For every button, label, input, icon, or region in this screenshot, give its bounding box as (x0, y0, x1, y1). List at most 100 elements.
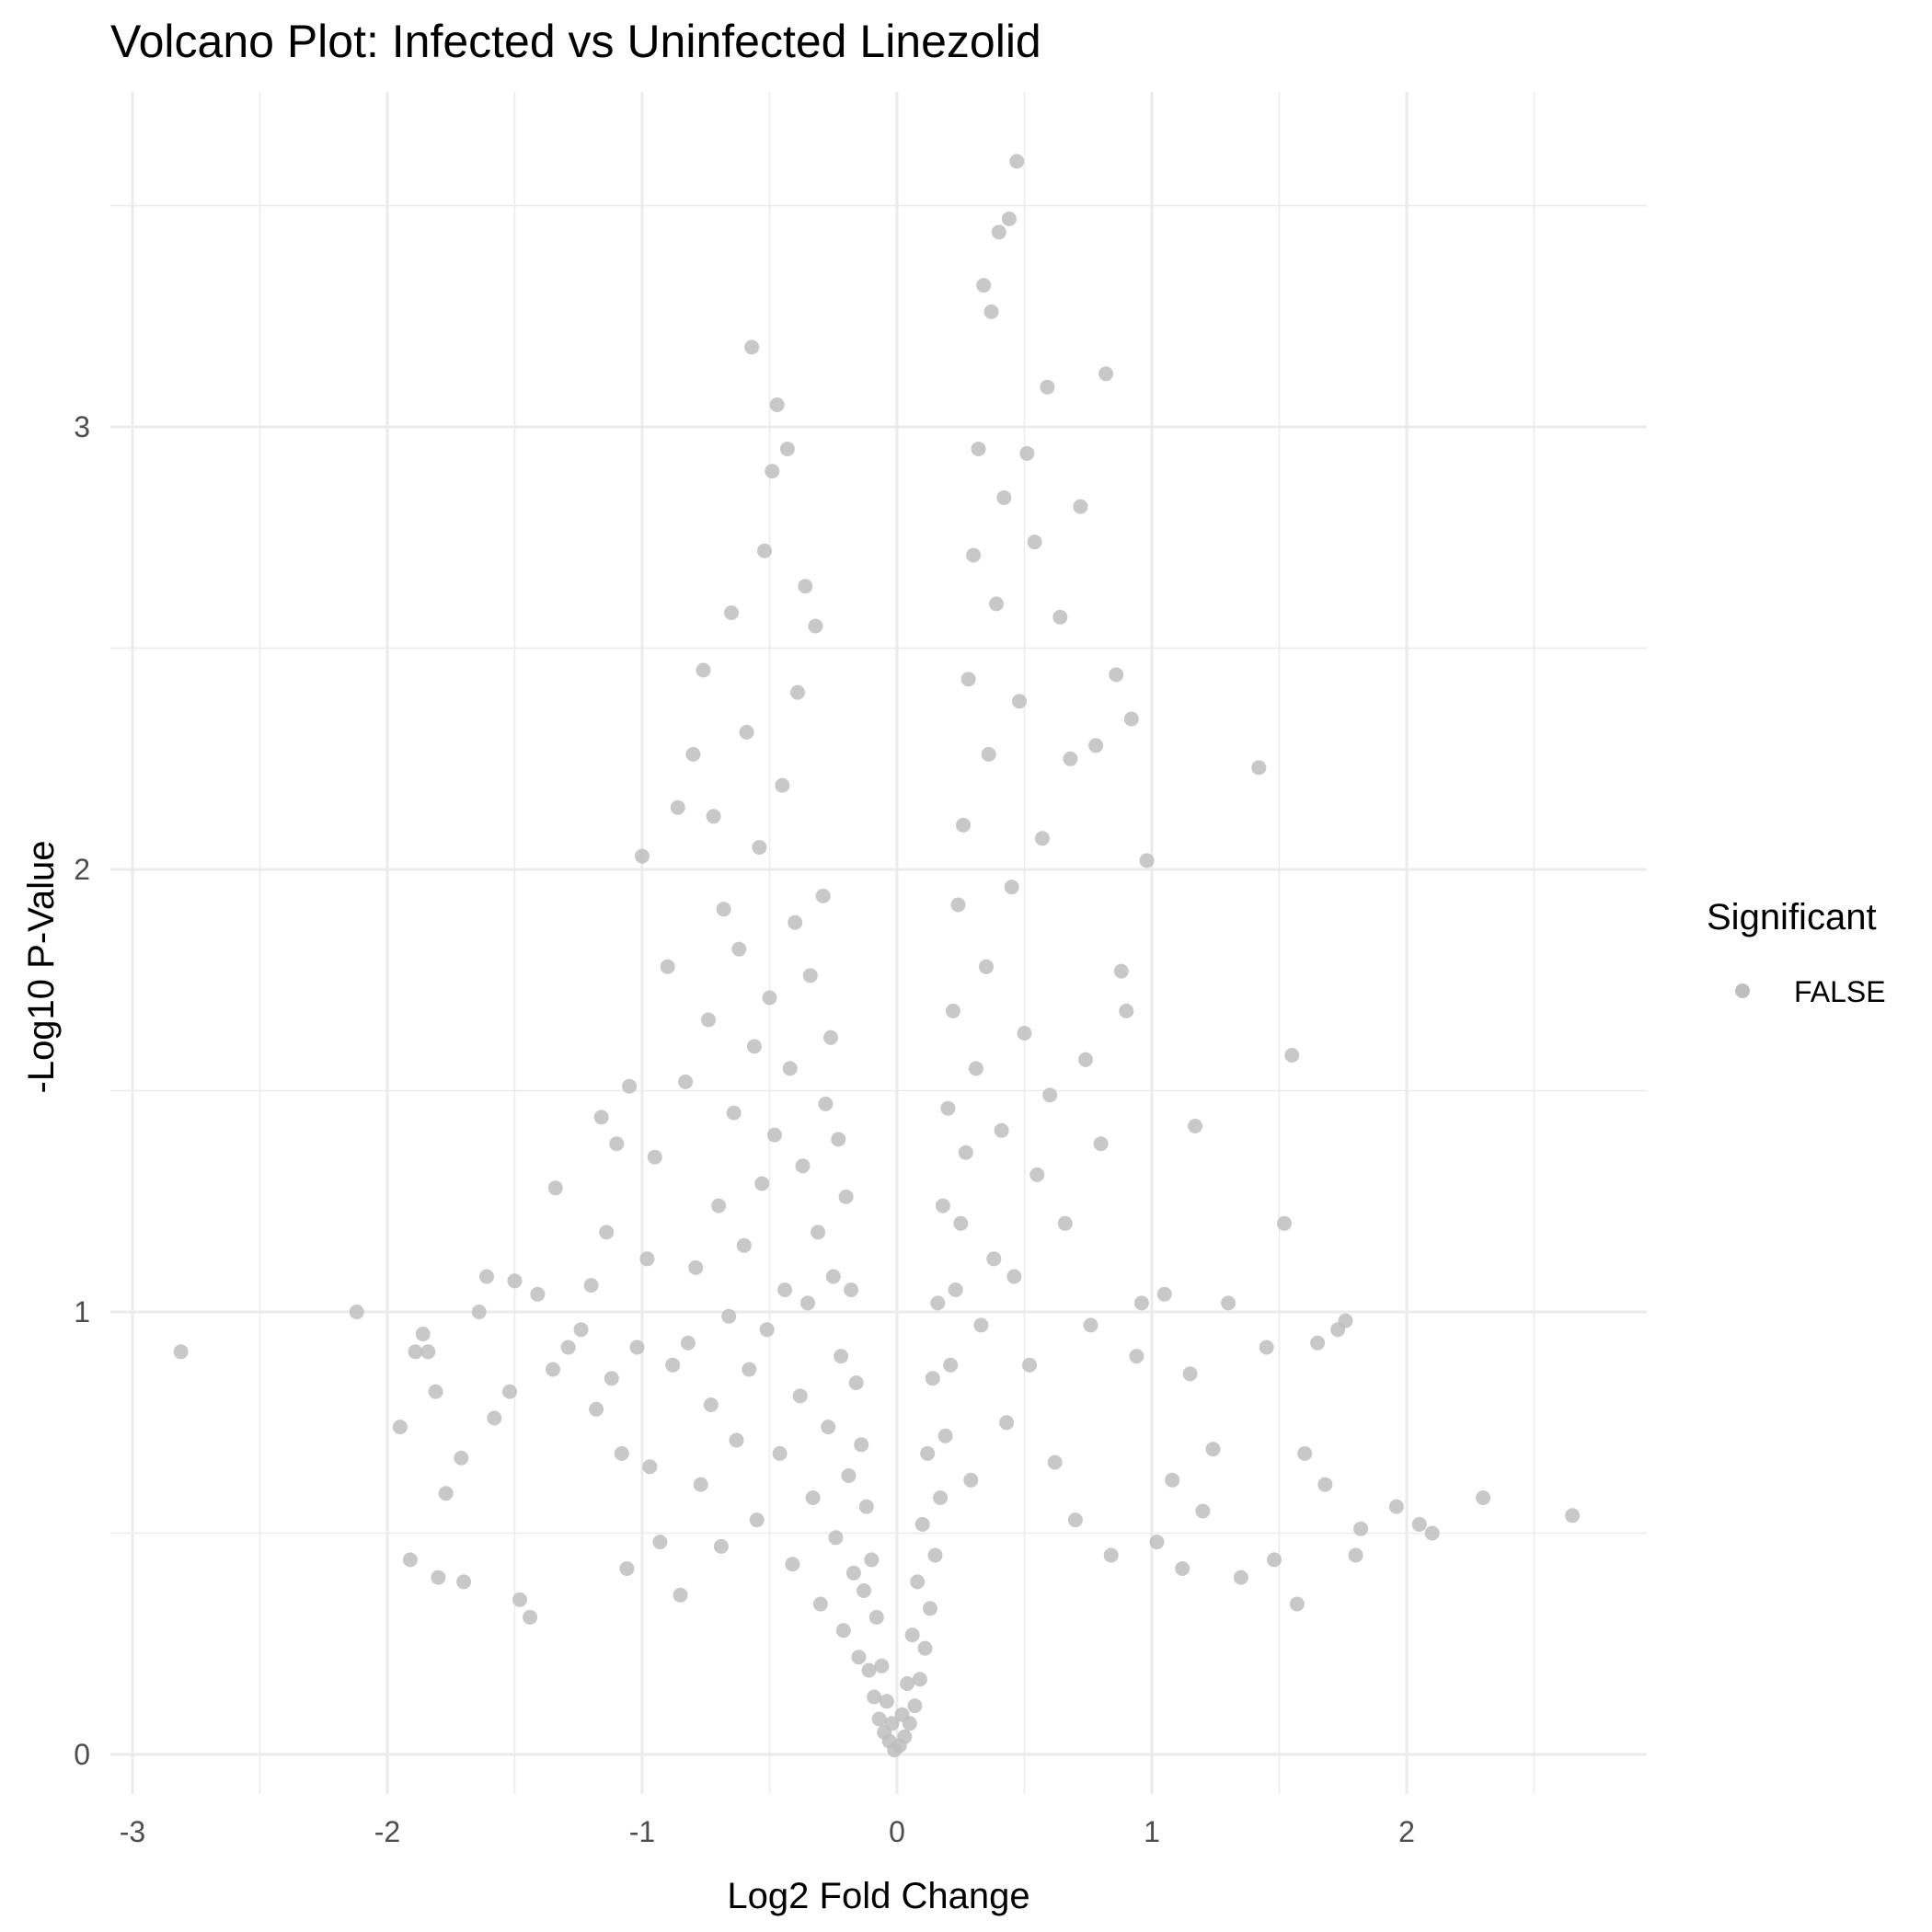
data-point (693, 1477, 708, 1492)
data-point (943, 1357, 959, 1373)
data-point (838, 1189, 854, 1204)
data-point (818, 1096, 834, 1111)
data-point (986, 1251, 1002, 1267)
data-point (1047, 1455, 1063, 1470)
data-point (874, 1658, 890, 1673)
data-point (1109, 667, 1124, 683)
data-point (1123, 711, 1139, 727)
data-point (729, 1432, 744, 1448)
data-point (831, 1132, 846, 1147)
data-point (593, 1110, 609, 1125)
y-axis-ticks: 0 1 2 3 (74, 410, 90, 1771)
data-point (696, 662, 711, 678)
data-point (1078, 1052, 1093, 1067)
data-point (779, 442, 795, 456)
data-point (958, 1144, 973, 1160)
data-point (1113, 963, 1129, 979)
data-point (785, 1557, 800, 1572)
data-point (920, 1445, 936, 1461)
data-point (971, 442, 986, 456)
data-point (471, 1305, 487, 1319)
data-point (981, 746, 996, 762)
data-point (935, 1198, 950, 1213)
data-point (825, 1269, 841, 1284)
data-point (930, 1295, 946, 1311)
data-point (1103, 1547, 1119, 1563)
legend-key-false (1735, 983, 1750, 998)
data-point (979, 959, 994, 974)
data-point (507, 1273, 523, 1289)
data-point (884, 1716, 900, 1731)
data-point (1042, 1087, 1058, 1103)
data-point (1251, 760, 1267, 776)
data-point (963, 1472, 979, 1488)
data-point (673, 1587, 688, 1603)
data-point (811, 1225, 826, 1240)
data-point (1040, 379, 1055, 395)
data-point (867, 1689, 882, 1705)
data-point (736, 1237, 752, 1253)
data-point (775, 777, 790, 793)
data-point (746, 1039, 762, 1054)
data-point (438, 1486, 454, 1501)
x-tick-label: 0 (889, 1815, 905, 1848)
data-point (1310, 1335, 1326, 1351)
data-point (1277, 1215, 1292, 1231)
data-point (706, 809, 721, 824)
data-point (904, 1627, 920, 1643)
data-point (703, 1397, 719, 1412)
data-point (800, 1295, 815, 1311)
legend-label-false: FALSE (1794, 975, 1886, 1008)
data-point (815, 888, 831, 903)
data-point (685, 746, 701, 762)
data-point (812, 1596, 828, 1612)
data-point (1476, 1490, 1491, 1505)
data-point (1353, 1521, 1369, 1536)
data-point (1221, 1295, 1236, 1311)
data-point (408, 1344, 423, 1360)
data-point (1182, 1366, 1198, 1382)
data-point (560, 1340, 576, 1355)
data-point (994, 1122, 1009, 1138)
data-point (1022, 1357, 1037, 1373)
data-point (845, 1565, 861, 1581)
data-point (742, 1362, 757, 1377)
data-point (1093, 1136, 1109, 1152)
data-point (989, 596, 1004, 612)
data-point (1195, 1503, 1211, 1519)
data-point (765, 464, 780, 479)
data-point (772, 1445, 788, 1461)
data-point (900, 1676, 915, 1691)
data-point (991, 224, 1006, 240)
data-point (1156, 1286, 1172, 1302)
data-point (547, 1180, 563, 1196)
data-point (1088, 738, 1104, 753)
data-point (902, 1716, 917, 1731)
data-point (454, 1450, 469, 1466)
data-point (660, 959, 675, 974)
x-tick-label: 1 (1144, 1815, 1160, 1848)
data-point (937, 1428, 953, 1443)
x-tick-label: -1 (629, 1815, 655, 1848)
data-point (530, 1286, 546, 1302)
data-point (857, 1583, 871, 1598)
data-point (923, 1601, 937, 1616)
data-point (1004, 880, 1019, 895)
data-point (999, 1415, 1015, 1431)
data-point (1057, 1215, 1073, 1231)
data-point (1139, 853, 1155, 868)
data-point (1149, 1535, 1165, 1550)
data-point (428, 1384, 443, 1399)
data-point (1317, 1477, 1333, 1492)
data-point (479, 1269, 494, 1284)
data-point (1233, 1570, 1248, 1585)
data-point (968, 1061, 983, 1076)
data-point (956, 817, 971, 833)
data-point (1029, 1167, 1045, 1182)
data-point (752, 840, 767, 855)
data-point (802, 968, 818, 983)
data-point (823, 1029, 838, 1045)
data-point (858, 1499, 874, 1514)
